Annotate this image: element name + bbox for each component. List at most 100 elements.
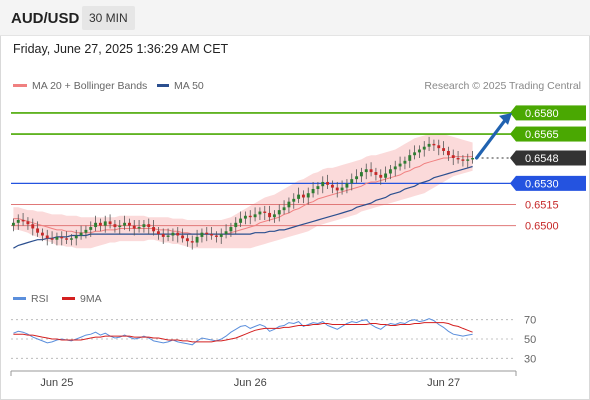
candle-body: [350, 179, 354, 184]
candle-body: [69, 238, 73, 240]
candle-body: [147, 224, 151, 228]
candle-body: [311, 189, 315, 194]
candle-body: [161, 234, 165, 237]
candle-body: [127, 222, 131, 226]
candle: [442, 141, 446, 156]
candle-body: [442, 148, 446, 151]
candle: [118, 220, 122, 235]
candle: [374, 167, 378, 181]
candle-body: [359, 172, 363, 177]
level-tag-0: [516, 105, 586, 121]
research-credit: Research © 2025 Trading Central: [424, 80, 581, 92]
level-label-3: 0.6530: [525, 178, 559, 190]
legend-label-rsi: RSI: [31, 293, 49, 305]
candle: [224, 224, 228, 239]
candle: [94, 215, 98, 232]
legend-swatch-ma50: [157, 83, 169, 87]
candle: [330, 180, 334, 194]
candle-body: [258, 211, 262, 215]
candle-body: [292, 198, 296, 202]
candle-body: [123, 222, 127, 226]
candle-body: [364, 169, 368, 173]
candle: [214, 231, 218, 243]
candle: [384, 166, 388, 182]
candle-body: [219, 234, 223, 237]
level-label-0: 0.6580: [525, 108, 559, 120]
candle-body: [379, 174, 383, 178]
candle: [103, 215, 107, 233]
ma50-line: [13, 165, 473, 249]
candle: [301, 190, 305, 204]
ma20-line: [13, 156, 473, 235]
candle: [11, 218, 15, 232]
candle: [446, 146, 450, 161]
candle: [113, 220, 117, 233]
candle: [258, 207, 262, 220]
candle-body: [108, 221, 112, 225]
candle: [31, 218, 35, 236]
timeframe-badge[interactable]: 30 MIN: [82, 6, 135, 30]
candle: [422, 141, 426, 157]
candle: [311, 181, 315, 198]
candle: [156, 227, 160, 240]
candle-body: [11, 222, 15, 226]
candle: [166, 228, 170, 242]
candle: [98, 218, 102, 232]
candle: [437, 139, 441, 156]
candle: [74, 229, 78, 246]
candle: [248, 210, 252, 225]
candle-body: [403, 160, 407, 164]
candle: [161, 228, 165, 244]
candle-body: [263, 211, 267, 213]
candle-body: [466, 159, 470, 161]
candle: [84, 225, 88, 239]
candle-body: [287, 201, 291, 208]
candle-body: [297, 194, 301, 199]
candle-body: [156, 231, 160, 235]
candle: [355, 169, 359, 184]
candle-body: [301, 194, 305, 198]
candle-body: [340, 187, 344, 191]
candle: [393, 160, 397, 177]
candle: [277, 204, 281, 222]
candle-body: [248, 215, 252, 218]
candle: [205, 227, 209, 242]
candle: [219, 228, 223, 244]
candle-body: [437, 145, 441, 149]
candle-body: [142, 224, 146, 228]
candle-body: [268, 212, 272, 218]
candle: [132, 220, 136, 236]
candle-body: [200, 232, 204, 237]
legend-label-ma50: MA 50: [174, 80, 204, 92]
candle-body: [326, 181, 330, 185]
candle: [379, 169, 383, 185]
candle: [127, 218, 131, 232]
candle-body: [181, 235, 185, 239]
candle-body: [65, 238, 69, 240]
legend-ma50: MA 50: [157, 80, 204, 92]
rsi-ma-line: [13, 322, 473, 343]
candle: [152, 220, 156, 236]
candle: [123, 215, 127, 230]
legend-label-9ma: 9MA: [80, 293, 102, 305]
candle: [243, 211, 247, 225]
candle: [268, 205, 272, 222]
candle: [26, 217, 30, 230]
candle: [190, 235, 194, 250]
candle: [388, 165, 392, 180]
candle-body: [316, 186, 320, 189]
candle-body: [166, 235, 170, 237]
candle-body: [98, 222, 102, 226]
candle-body: [369, 169, 373, 173]
candle-body: [21, 220, 25, 222]
candle-body: [132, 225, 136, 229]
candle-body: [137, 227, 141, 229]
candle: [321, 176, 325, 194]
candle-body: [55, 236, 59, 240]
candle-body: [355, 176, 359, 180]
level-label-4: 0.6515: [525, 200, 559, 212]
legend-rsi: RSI: [13, 293, 49, 305]
candle-body: [94, 222, 98, 228]
candle: [272, 210, 276, 223]
